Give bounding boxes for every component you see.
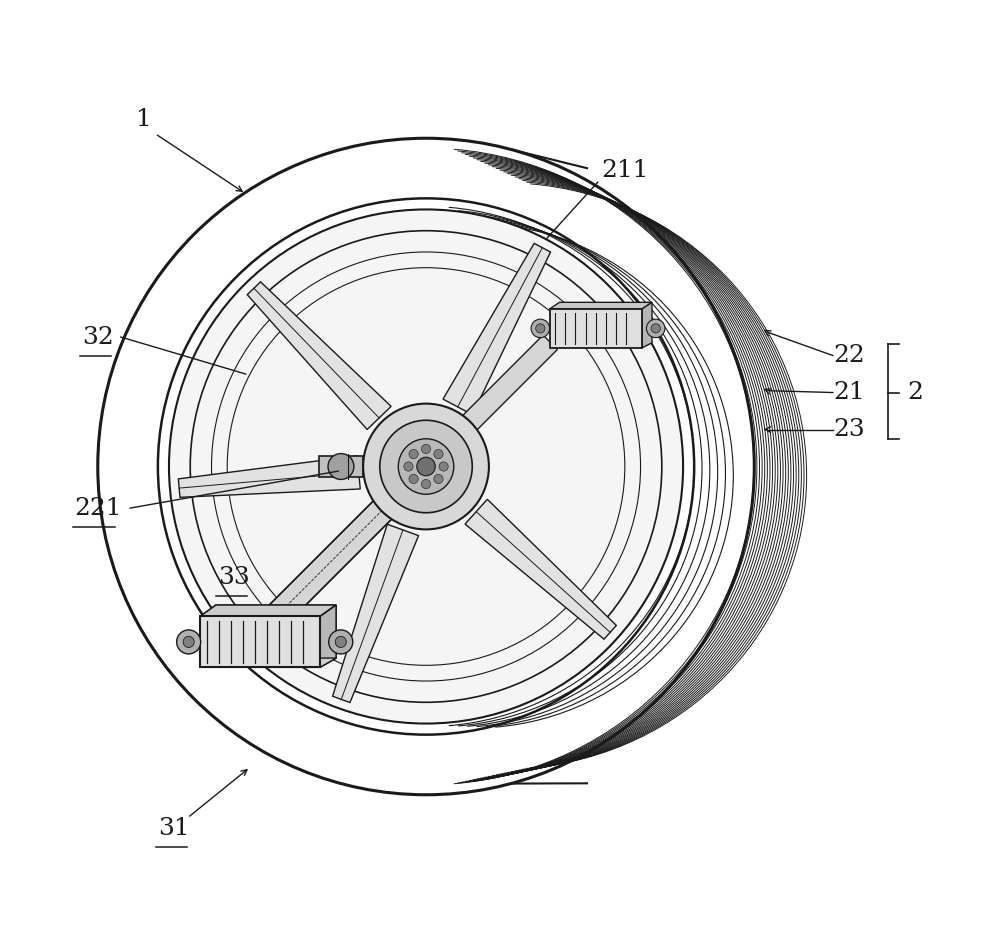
Circle shape [398, 439, 454, 494]
Circle shape [183, 636, 194, 648]
Circle shape [421, 444, 431, 453]
Polygon shape [260, 457, 435, 633]
Circle shape [169, 209, 683, 724]
Circle shape [363, 404, 489, 529]
Polygon shape [200, 605, 336, 617]
Circle shape [409, 450, 418, 459]
Circle shape [177, 630, 201, 654]
Text: 22: 22 [833, 344, 865, 367]
Circle shape [536, 324, 545, 333]
Circle shape [404, 462, 413, 471]
Polygon shape [320, 605, 336, 667]
Text: 211: 211 [602, 160, 649, 182]
Bar [319, 456, 363, 477]
Polygon shape [247, 282, 391, 429]
Text: 221: 221 [75, 496, 122, 520]
Circle shape [409, 474, 418, 483]
Circle shape [646, 319, 665, 338]
Text: 31: 31 [158, 817, 189, 841]
Polygon shape [178, 456, 360, 497]
Text: 32: 32 [82, 326, 114, 349]
Text: 33: 33 [218, 566, 250, 589]
Circle shape [531, 319, 550, 338]
Text: 21: 21 [833, 381, 865, 404]
Text: 1: 1 [136, 108, 152, 132]
Polygon shape [550, 302, 652, 309]
FancyBboxPatch shape [200, 617, 320, 667]
Circle shape [421, 480, 431, 489]
Polygon shape [333, 524, 419, 703]
Circle shape [434, 450, 443, 459]
Circle shape [417, 457, 435, 476]
Polygon shape [443, 244, 551, 414]
FancyBboxPatch shape [550, 309, 642, 348]
Circle shape [328, 453, 354, 480]
Text: 23: 23 [833, 418, 865, 441]
Circle shape [439, 462, 448, 471]
Circle shape [651, 324, 660, 333]
Circle shape [380, 420, 472, 513]
Text: 2: 2 [907, 381, 923, 404]
Polygon shape [642, 302, 652, 348]
Polygon shape [419, 335, 557, 474]
Circle shape [335, 636, 346, 648]
Polygon shape [465, 499, 616, 639]
Circle shape [329, 630, 353, 654]
Circle shape [434, 474, 443, 483]
Polygon shape [200, 658, 336, 667]
